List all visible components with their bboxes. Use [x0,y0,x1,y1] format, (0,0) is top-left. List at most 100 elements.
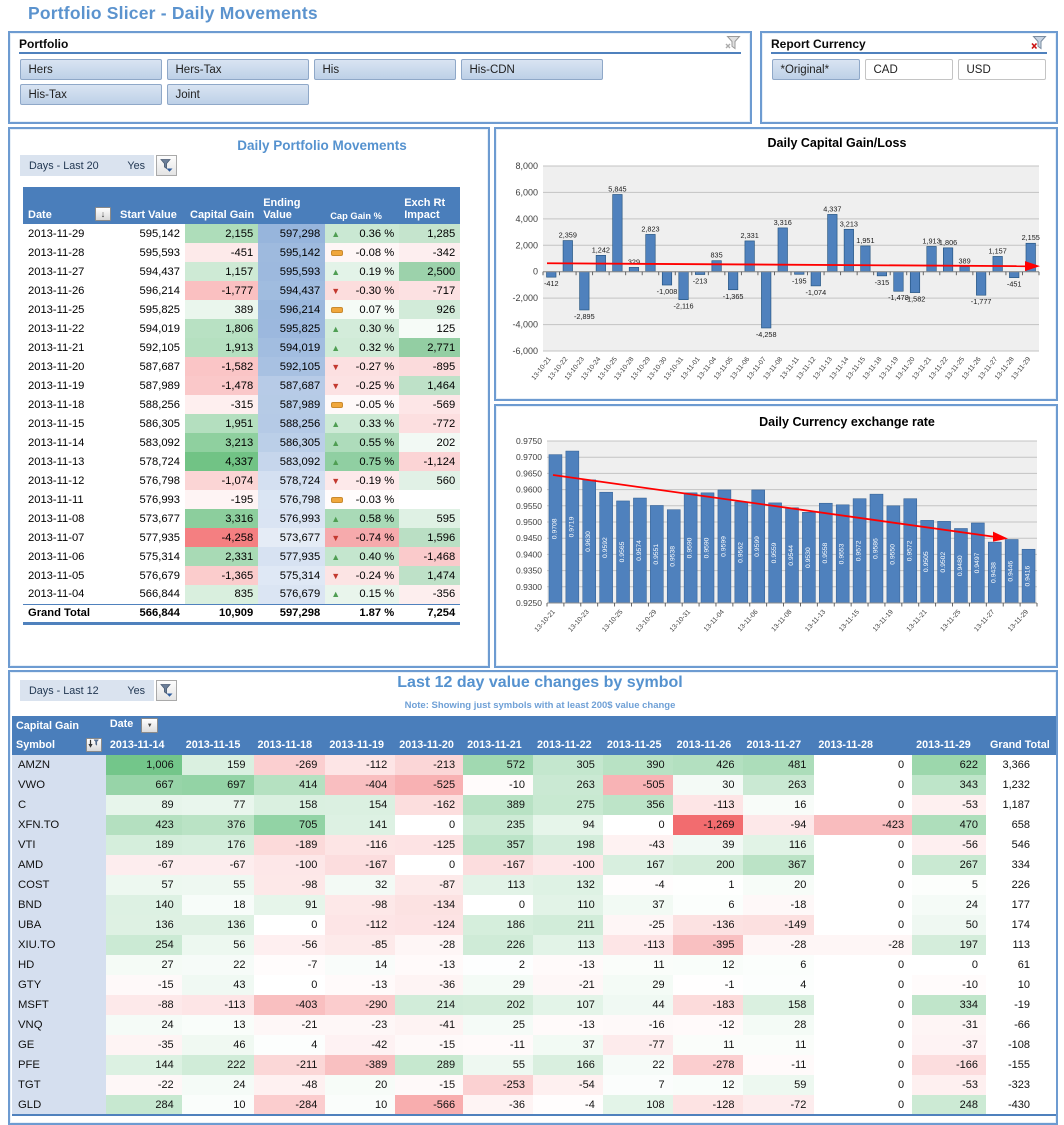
value-cell: 189 [105,835,182,855]
slicer-item-portfolio-his-tax[interactable]: His-Tax [19,84,162,105]
svg-text:4,337: 4,337 [823,204,841,213]
days12-filter-button[interactable] [156,680,177,701]
value-cell: 44 [602,995,673,1015]
svg-text:13-11-25: 13-11-25 [939,608,962,633]
days-filter-button[interactable] [156,155,177,176]
value-cell: -213 [395,755,464,775]
value-cell: 343 [912,775,986,795]
exch-rt-cell: 1,474 [399,566,461,585]
slicer-item-currency-cad[interactable]: CAD [864,59,953,80]
symbol-filter-button[interactable] [85,738,102,752]
value-cell: -42 [325,1035,396,1055]
svg-text:-1,074: -1,074 [805,288,826,297]
col-cap-gain-pct: Cap Gain % [325,187,400,224]
svg-text:-4,258: -4,258 [756,330,777,339]
exch-rt-cell: 926 [399,300,461,319]
svg-text:13-11-08: 13-11-08 [770,608,793,633]
slicer-item-portfolio-hers-tax[interactable]: Hers-Tax [166,59,309,80]
cap-gain-pct-cell: -0.05 % [325,395,400,414]
value-cell: -35 [105,1035,182,1055]
cap-gain-pct-cell: ▼ -0.74 % [325,528,400,547]
value-cell: 211 [532,915,603,935]
date-sort-button[interactable]: ↓ [95,207,111,221]
value-cell: 18 [181,895,254,915]
svg-text:0.9574: 0.9574 [636,540,643,561]
value-cell: 357 [463,835,533,855]
date-dropdown-button[interactable]: ▼ [141,718,159,734]
funnel-dropdown-icon [160,159,173,172]
value-cell: 0 [395,815,464,835]
movements-row: 2013-11-04 566,844 835 576,679 ▲ 0.15 % -356 [23,585,461,604]
value-cell: 24 [912,895,986,915]
svg-text:13-11-27: 13-11-27 [973,608,996,633]
col-exch-rt-impact: Exch Rt Impact [399,187,461,224]
value-cell: 132 [532,875,603,895]
capital-gain-cell: -451 [185,243,259,262]
cap-gain-pct-value: 0.32 % [359,341,395,354]
start-value-cell: 595,825 [139,303,180,316]
flat-dash [331,496,344,503]
slicer-item-currency-usd[interactable]: USD [957,59,1046,80]
svg-text:-412: -412 [544,279,559,288]
value-cell: 159 [181,755,254,775]
slicer-item-currency-original[interactable]: *Original* [771,59,860,80]
movements-row: 2013-11-29 595,142 2,155 597,298 ▲ 0.36 % 1,28… [23,224,461,243]
matrix-column-header: 2013-11-15 [181,735,254,755]
date-cell: 2013-11-11 [28,493,84,506]
value-cell: 37 [602,895,673,915]
matrix-row: COST 57 55 -98 32 -87 113 132 -4 1 20 0 5 226 [12,875,1056,895]
value-cell: -124 [395,915,464,935]
flat-dash [331,401,344,408]
cap-gain-pct-value: -0.19 % [355,474,395,487]
svg-text:3,316: 3,316 [774,218,792,227]
value-cell: 6 [742,955,815,975]
start-value-cell: 596,214 [139,284,180,297]
value-cell: 622 [912,755,986,775]
value-cell: 43 [181,975,254,995]
col-capital-gain: Capital Gain [185,187,259,224]
svg-text:-2,116: -2,116 [673,302,693,311]
svg-text:0.9572: 0.9572 [856,540,863,561]
exch-rt-cell: 2,771 [399,338,461,357]
slicer-item-portfolio-his[interactable]: His [313,59,456,80]
value-cell: 55 [181,875,254,895]
movements-row: 2013-11-22 594,019 1,806 595,825 ▲ 0.30 % 125 [23,319,461,338]
ending-value-cell: 576,993 [258,509,326,528]
start-value-cell: 587,687 [139,360,180,373]
symbol-cell: GE [12,1035,106,1055]
ending-value-cell: 576,798 [258,490,326,509]
value-cell: 12 [672,955,743,975]
slicer-item-portfolio-hers[interactable]: Hers [19,59,162,80]
svg-text:0.9450: 0.9450 [516,533,542,543]
value-cell: -116 [325,835,396,855]
symbol-cell: XFN.TO [12,815,106,835]
value-cell: 0 [814,1015,913,1035]
clear-filter-icon[interactable] [725,36,741,51]
matrix-column-header: 2013-11-25 [602,735,673,755]
grand-total-cell: -430 [985,1095,1056,1116]
currency-slicer-items: *Original* CAD USD [762,54,1056,85]
movements-row: 2013-11-25 595,825 389 596,214 0.07 % 926 [23,300,461,319]
value-cell: 254 [105,935,182,955]
value-cell: 113 [463,875,533,895]
ending-value-cell: 576,679 [258,585,326,604]
value-cell: -13 [325,975,396,995]
matrix-row: HD 27 22 -7 14 -13 2 -13 11 12 6 0 0 61 [12,955,1056,975]
slicer-item-portfolio-his-cdn[interactable]: His-CDN [460,59,603,80]
clear-filter-icon[interactable] [1031,36,1047,51]
cap-gain-pct-cell: ▲ 0.58 % [325,509,400,528]
capital-gain-cell: -4,258 [185,528,259,547]
page-title: Portfolio Slicer - Daily Movements [28,3,318,23]
date-cell: 2013-11-08 [28,512,85,525]
svg-text:0.9553: 0.9553 [839,543,846,564]
value-cell: 2 [463,955,533,975]
matrix-grand-total-header: Grand Total [985,735,1056,755]
capital-gain-cell: 1,157 [185,262,259,281]
slicer-item-portfolio-joint[interactable]: Joint [166,84,309,105]
cap-gain-pct-value: 0.19 % [359,265,395,278]
value-cell: -41 [395,1015,464,1035]
value-cell: 275 [532,795,603,815]
exch-rt-cell: 202 [399,433,461,452]
symbol-cell: VTI [12,835,106,855]
matrix-row: PFE 144 222 -211 -389 289 55 166 22 -278 -11 0 -166-… [12,1055,1056,1075]
